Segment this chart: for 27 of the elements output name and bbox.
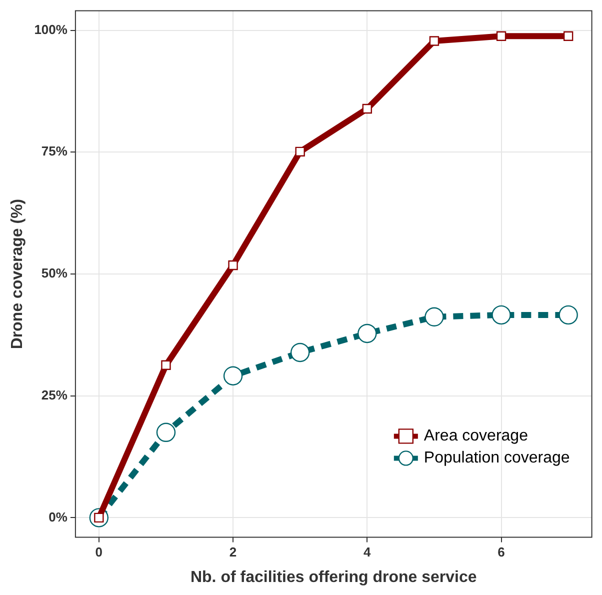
point: [156, 422, 176, 442]
y-tick-label: 0%: [48, 509, 68, 524]
point: [290, 342, 310, 362]
y-tick-label: 100%: [34, 22, 68, 37]
point: [424, 307, 444, 326]
legend-label: Area coverage: [424, 428, 528, 445]
point: [563, 31, 574, 41]
point: [161, 360, 171, 370]
point: [358, 324, 377, 344]
point: [558, 305, 578, 325]
point: [496, 31, 506, 41]
x-tick-label: 0: [95, 544, 103, 560]
point: [362, 104, 372, 114]
x-tick-label: 6: [498, 544, 505, 560]
point: [492, 305, 511, 325]
x-tick-label: 2: [229, 544, 237, 560]
y-axis-title: Drone coverage (%): [9, 198, 26, 350]
point: [228, 260, 238, 270]
x-axis-title: Nb. of facilities offering drone service: [190, 568, 477, 586]
x-tick-label: 4: [364, 544, 372, 560]
y-tick-label: 75%: [41, 144, 68, 159]
point: [223, 366, 243, 386]
point: [429, 36, 440, 46]
y-tick-label: 50%: [41, 266, 68, 281]
y-tick-label: 25%: [41, 387, 68, 402]
legend-label: Population coverage: [424, 450, 570, 467]
point: [295, 146, 305, 157]
